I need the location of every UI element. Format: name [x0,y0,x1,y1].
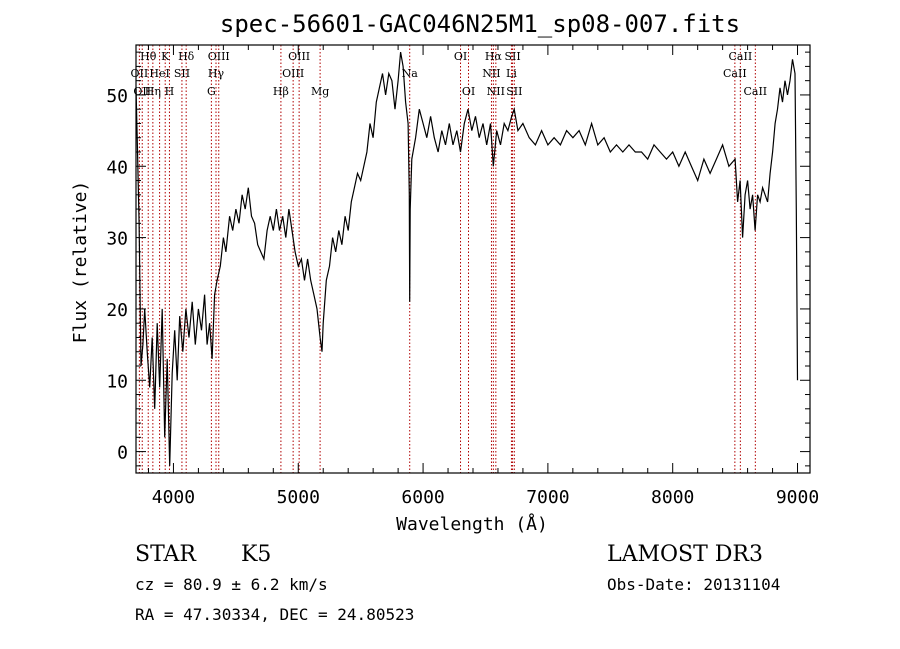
object-subclass: K5 [241,542,271,567]
line-marker-label: Mg [311,85,329,98]
y-tick-label: 10 [106,371,128,392]
x-tick-label: 8000 [651,487,694,508]
line-marker-label: OI [462,85,475,98]
info-panel: STAR K5 LAMOST DR3 cz = 80.9 ± 6.2 km/s … [135,542,780,624]
line-marker-label: OIII [282,67,304,80]
line-marker-label: Li [506,67,517,80]
line-marker-label: NII [482,67,500,80]
line-marker-label: HeI [149,67,169,80]
x-tick-label: 7000 [526,487,569,508]
object-class: STAR [135,542,197,567]
obs-date: Obs-Date: 20131104 [607,575,780,594]
line-marker-label: SII [506,85,522,98]
x-axis-label: Wavelength (Å) [396,513,548,535]
line-marker-label: Hθ [140,50,157,63]
line-marker-label: CaII [743,85,767,98]
redshift-cz: cz = 80.9 ± 6.2 km/s [135,575,328,594]
y-tick-label: 50 [106,86,128,107]
x-tick-labels: 4000 5000 6000 7000 8000 9000 [152,487,819,508]
x-tick-label: 9000 [776,487,819,508]
ra-dec: RA = 47.30334, DEC = 24.80523 [135,605,414,624]
x-tick-label: 6000 [401,487,444,508]
line-marker-label: Hδ [178,50,195,63]
line-marker-label: CaII [723,67,747,80]
spectrum-line [135,51,799,466]
line-marker-label: OIII [288,50,310,63]
line-marker-label: K [161,50,170,63]
line-marker-label: SII [504,50,520,63]
line-marker-label: NII [487,85,505,98]
line-marker-label: G [207,85,216,98]
line-marker-label: OII [131,67,149,80]
y-tick-label: 40 [106,157,128,178]
line-marker-label: Hβ [273,85,289,98]
y-axis-label: Flux (relative) [70,181,91,344]
line-marker-labels: OIIOIIHθHηHeIKHSIIHδGHγOIIIHβOIIIOIIIMgN… [131,50,768,98]
line-marker-label: OI [454,50,467,63]
line-marker-label: Hγ [208,67,225,80]
y-tick-labels: 0 10 20 30 40 50 [106,86,128,464]
line-marker-label: SII [174,67,190,80]
plot-frame [135,44,811,474]
line-markers [138,45,756,473]
line-marker-label: OIII [208,50,230,63]
x-tick-label: 4000 [152,487,195,508]
line-marker-label: Na [402,67,419,80]
y-tick-label: 30 [106,229,128,250]
line-marker-label: Hα [485,50,503,63]
y-tick-label: 20 [106,300,128,321]
axis-ticks [136,45,810,473]
line-marker-label: CaII [729,50,753,63]
line-marker-label: H [165,85,175,98]
line-marker-label: Hη [145,85,161,98]
survey-name: LAMOST DR3 [607,542,763,567]
chart-title: spec-56601-GAC046N25M1_sp08-007.fits [220,10,740,38]
y-tick-label: 0 [117,443,128,464]
x-tick-label: 5000 [277,487,320,508]
